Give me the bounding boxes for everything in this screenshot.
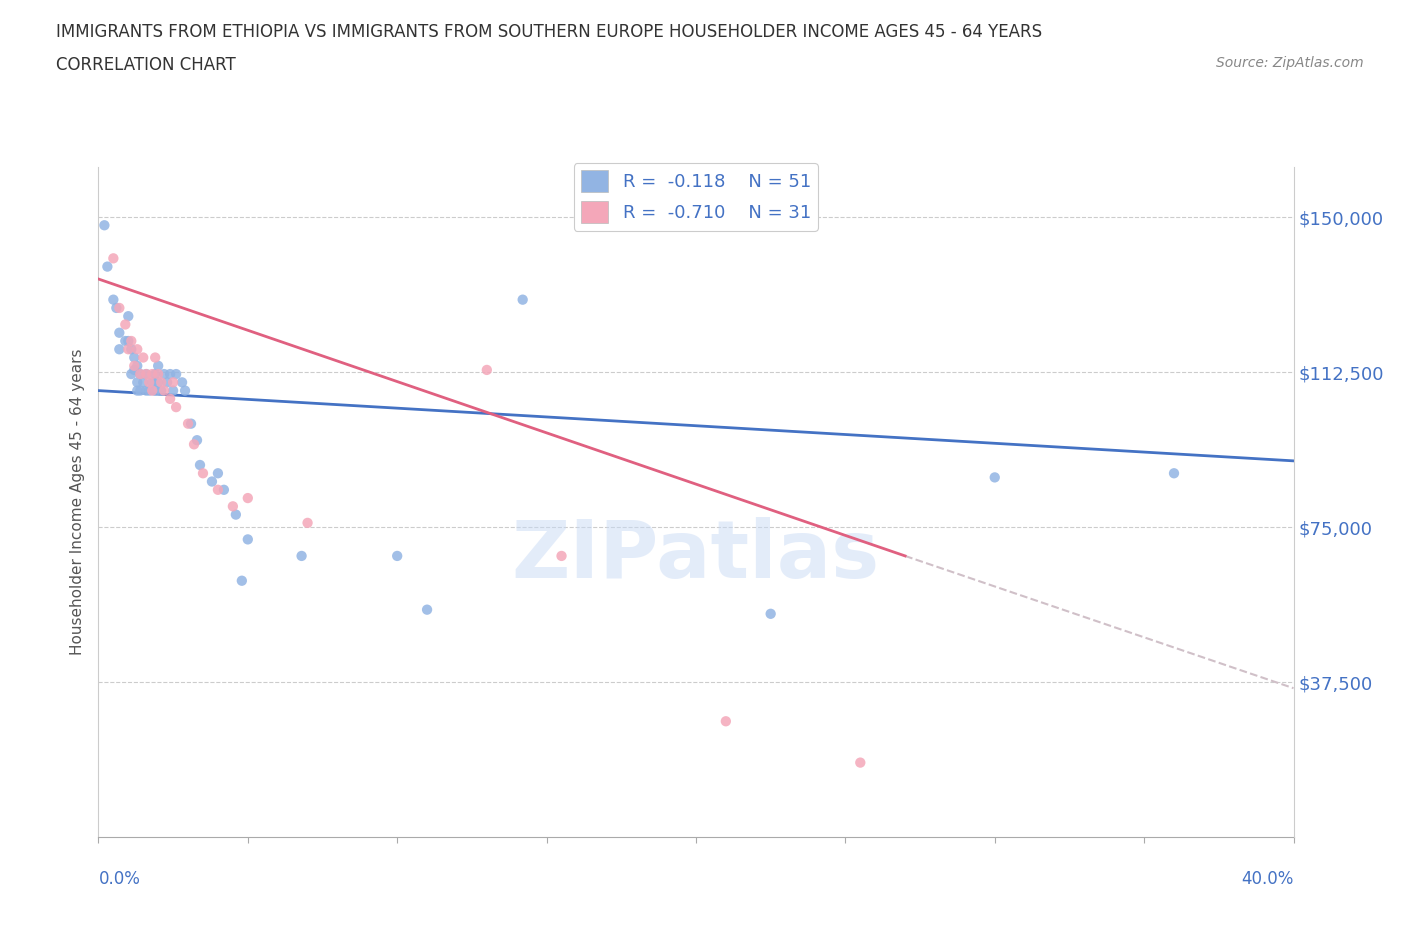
Point — [150, 383, 173, 398]
Point — [188, 458, 211, 472]
Point — [138, 383, 160, 398]
Point — [156, 375, 179, 390]
Point — [291, 549, 314, 564]
Point — [186, 432, 208, 447]
Point — [127, 342, 149, 357]
Point — [108, 300, 131, 315]
Point — [165, 366, 187, 381]
Point — [177, 417, 200, 432]
Point — [180, 417, 202, 432]
Point — [129, 366, 152, 381]
Text: IMMIGRANTS FROM ETHIOPIA VS IMMIGRANTS FROM SOUTHERN EUROPE HOUSEHOLDER INCOME A: IMMIGRANTS FROM ETHIOPIA VS IMMIGRANTS F… — [56, 23, 1042, 41]
Point — [225, 507, 247, 522]
Point — [172, 375, 194, 390]
Point — [132, 375, 155, 390]
Point — [143, 383, 166, 398]
Point — [512, 292, 534, 307]
Point — [103, 251, 125, 266]
Point — [108, 326, 131, 340]
Point — [162, 375, 184, 390]
Point — [117, 334, 139, 349]
Point — [120, 342, 142, 357]
Text: ZIPatlas: ZIPatlas — [512, 517, 880, 595]
Text: 0.0%: 0.0% — [98, 870, 141, 887]
Point — [143, 366, 166, 381]
Point — [191, 466, 214, 481]
Point — [159, 392, 181, 406]
Point — [153, 366, 176, 381]
Point — [550, 549, 572, 564]
Point — [231, 573, 253, 588]
Point — [849, 755, 872, 770]
Point — [207, 466, 229, 481]
Point — [153, 383, 176, 398]
Point — [93, 218, 115, 232]
Point — [135, 366, 157, 381]
Point — [132, 350, 155, 365]
Point — [135, 366, 157, 381]
Point — [124, 358, 146, 373]
Point — [141, 375, 163, 390]
Point — [159, 366, 181, 381]
Point — [127, 375, 149, 390]
Point — [297, 515, 319, 530]
Point — [108, 342, 131, 357]
Point — [984, 470, 1007, 485]
Point — [124, 363, 146, 378]
Point — [165, 400, 187, 415]
Point — [114, 334, 136, 349]
Point — [207, 483, 229, 498]
Point — [162, 383, 184, 398]
Point — [117, 342, 139, 357]
Point — [148, 358, 170, 373]
Point — [222, 498, 245, 513]
Point — [105, 300, 128, 315]
Point — [174, 383, 197, 398]
Point — [714, 714, 737, 729]
Point — [236, 532, 259, 547]
Point — [120, 334, 142, 349]
Point — [114, 317, 136, 332]
Point — [120, 366, 142, 381]
Point — [212, 483, 235, 498]
Point — [385, 549, 409, 564]
Point — [148, 366, 170, 381]
Point — [141, 383, 163, 398]
Point — [183, 437, 205, 452]
Point — [96, 259, 118, 274]
Point — [1163, 466, 1185, 481]
Point — [135, 383, 157, 398]
Point — [150, 375, 173, 390]
Text: Source: ZipAtlas.com: Source: ZipAtlas.com — [1216, 56, 1364, 70]
Text: CORRELATION CHART: CORRELATION CHART — [56, 56, 236, 73]
Point — [236, 491, 259, 506]
Point — [129, 383, 152, 398]
Point — [141, 366, 163, 381]
Point — [124, 350, 146, 365]
Point — [201, 474, 224, 489]
Point — [148, 375, 170, 390]
Point — [117, 309, 139, 324]
Point — [759, 606, 782, 621]
Y-axis label: Householder Income Ages 45 - 64 years: Householder Income Ages 45 - 64 years — [70, 349, 86, 656]
Point — [129, 366, 152, 381]
Point — [103, 292, 125, 307]
Point — [138, 375, 160, 390]
Point — [416, 603, 439, 618]
Point — [143, 350, 166, 365]
Point — [127, 383, 149, 398]
Point — [475, 363, 498, 378]
Text: 40.0%: 40.0% — [1241, 870, 1294, 887]
Point — [127, 358, 149, 373]
